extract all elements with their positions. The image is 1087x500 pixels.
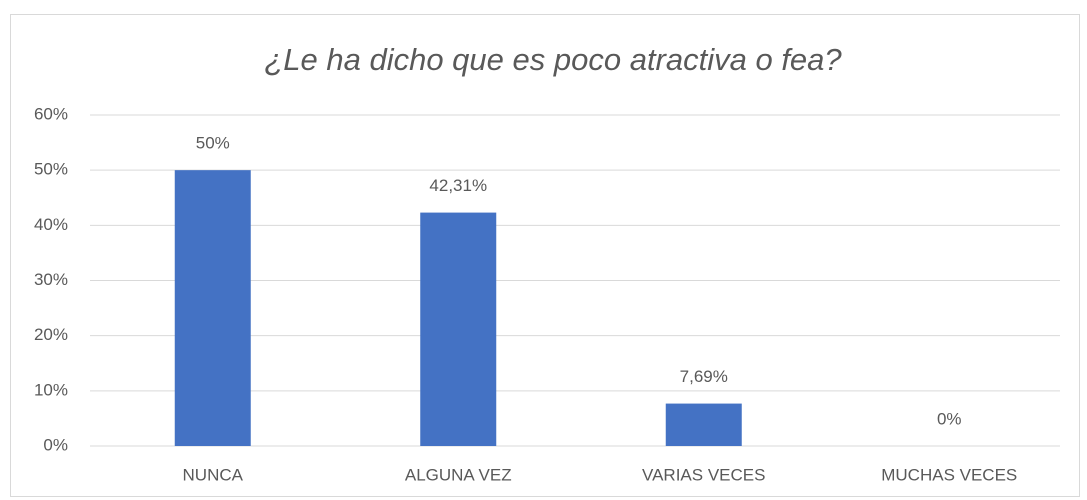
data-label: 50% xyxy=(196,134,230,153)
chart-title: ¿Le ha dicho que es poco atractiva o fea… xyxy=(264,42,842,77)
y-tick-label: 30% xyxy=(34,270,68,289)
x-tick-label: MUCHAS VECES xyxy=(881,465,1017,484)
x-tick-label: VARIAS VECES xyxy=(642,465,765,484)
x-tick-label: NUNCA xyxy=(183,465,244,484)
x-tick-label: ALGUNA VEZ xyxy=(405,465,512,484)
data-label: 42,31% xyxy=(429,176,487,195)
y-tick-label: 0% xyxy=(43,435,68,454)
y-tick-label: 10% xyxy=(34,380,68,399)
y-tick-label: 20% xyxy=(34,325,68,344)
bar xyxy=(665,403,742,446)
bar xyxy=(174,170,251,446)
y-tick-label: 60% xyxy=(34,104,68,123)
data-label: 0% xyxy=(937,409,962,428)
chart-border xyxy=(10,14,1080,497)
y-tick-label: 50% xyxy=(34,160,68,179)
data-label: 7,69% xyxy=(680,367,728,386)
bar xyxy=(420,212,497,446)
y-tick-label: 40% xyxy=(34,215,68,234)
